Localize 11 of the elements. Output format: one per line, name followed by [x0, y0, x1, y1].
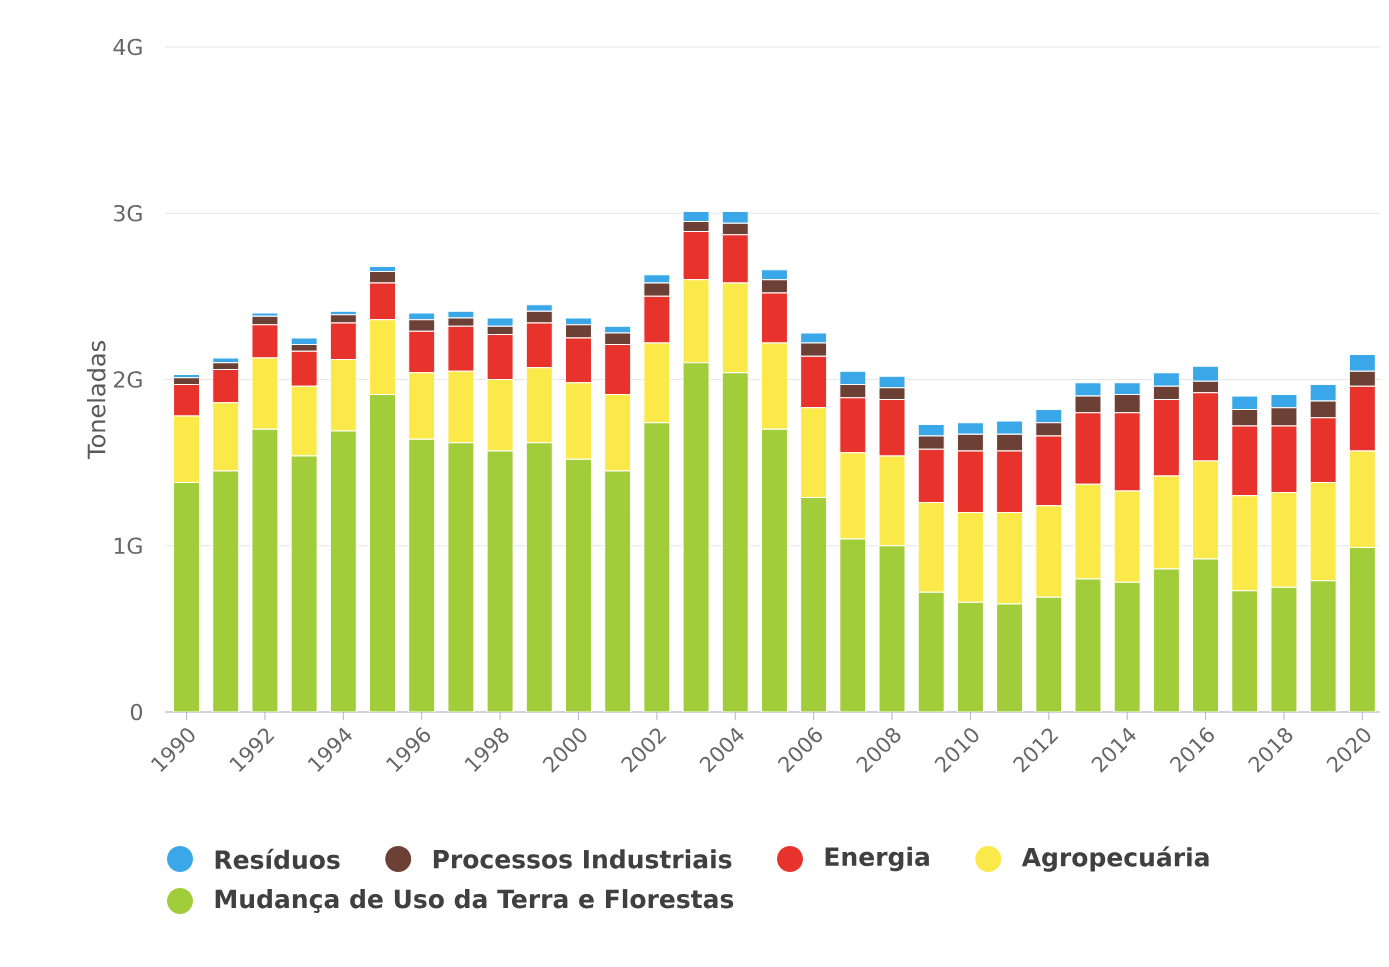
y-tick-label: 1G — [114, 537, 142, 555]
legend-label: Mudança de Uso da Terra e Florestas — [215, 889, 734, 913]
y-axis-title: Toneladas — [86, 341, 106, 460]
legend-label: Energia — [825, 846, 929, 872]
legend-label: Agropecuária — [1021, 846, 1209, 872]
y-tick-label: 2G — [114, 371, 142, 388]
y-tick-label: 4G — [113, 38, 142, 56]
legend-label: Resíduos — [215, 848, 340, 870]
y-tick-label: 0 — [130, 703, 142, 721]
legend-label: Processos Industriais — [433, 849, 732, 869]
y-tick-label: 3G — [114, 204, 142, 222]
